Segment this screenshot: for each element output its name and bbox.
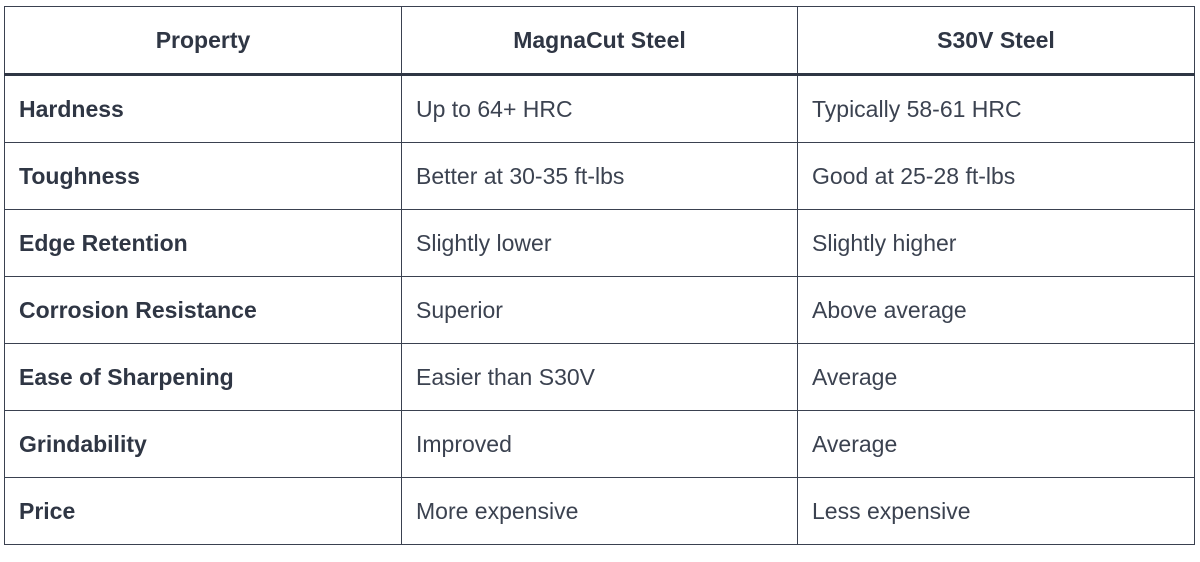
- table-row: Price More expensive Less expensive: [4, 477, 1195, 545]
- header-s30v: S30V Steel: [797, 6, 1195, 76]
- property-cell: Price: [4, 477, 402, 545]
- magnacut-cell: Up to 64+ HRC: [401, 74, 798, 143]
- table-row: Toughness Better at 30-35 ft-lbs Good at…: [4, 142, 1195, 210]
- s30v-cell: Average: [797, 410, 1195, 478]
- s30v-cell: Slightly higher: [797, 209, 1195, 277]
- table-header: Property MagnaCut Steel S30V Steel: [4, 6, 1195, 76]
- property-cell: Edge Retention: [4, 209, 402, 277]
- magnacut-cell: Superior: [401, 276, 798, 344]
- header-property: Property: [4, 6, 402, 76]
- magnacut-cell: Slightly lower: [401, 209, 798, 277]
- property-cell: Grindability: [4, 410, 402, 478]
- comparison-table-container: Property MagnaCut Steel S30V Steel Hardn…: [4, 6, 1195, 545]
- steel-comparison-table: Property MagnaCut Steel S30V Steel Hardn…: [4, 6, 1195, 545]
- magnacut-cell: Better at 30-35 ft-lbs: [401, 142, 798, 210]
- property-cell: Hardness: [4, 74, 402, 143]
- table-row: Ease of Sharpening Easier than S30V Aver…: [4, 343, 1195, 411]
- property-cell: Toughness: [4, 142, 402, 210]
- property-cell: Ease of Sharpening: [4, 343, 402, 411]
- header-row: Property MagnaCut Steel S30V Steel: [4, 6, 1195, 76]
- magnacut-cell: Improved: [401, 410, 798, 478]
- header-magnacut: MagnaCut Steel: [401, 6, 798, 76]
- table-row: Edge Retention Slightly lower Slightly h…: [4, 209, 1195, 277]
- table-row: Hardness Up to 64+ HRC Typically 58-61 H…: [4, 74, 1195, 143]
- s30v-cell: Less expensive: [797, 477, 1195, 545]
- property-cell: Corrosion Resistance: [4, 276, 402, 344]
- s30v-cell: Average: [797, 343, 1195, 411]
- s30v-cell: Good at 25-28 ft-lbs: [797, 142, 1195, 210]
- s30v-cell: Typically 58-61 HRC: [797, 74, 1195, 143]
- magnacut-cell: More expensive: [401, 477, 798, 545]
- s30v-cell: Above average: [797, 276, 1195, 344]
- table-row: Corrosion Resistance Superior Above aver…: [4, 276, 1195, 344]
- magnacut-cell: Easier than S30V: [401, 343, 798, 411]
- table-body: Hardness Up to 64+ HRC Typically 58-61 H…: [4, 74, 1195, 545]
- table-row: Grindability Improved Average: [4, 410, 1195, 478]
